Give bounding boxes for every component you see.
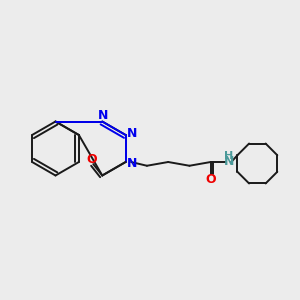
Text: O: O bbox=[206, 173, 216, 186]
Text: N: N bbox=[224, 155, 234, 168]
Text: N: N bbox=[127, 157, 137, 170]
Text: O: O bbox=[87, 152, 98, 166]
Text: H: H bbox=[224, 151, 233, 161]
Text: N: N bbox=[98, 109, 108, 122]
Text: N: N bbox=[127, 127, 137, 140]
